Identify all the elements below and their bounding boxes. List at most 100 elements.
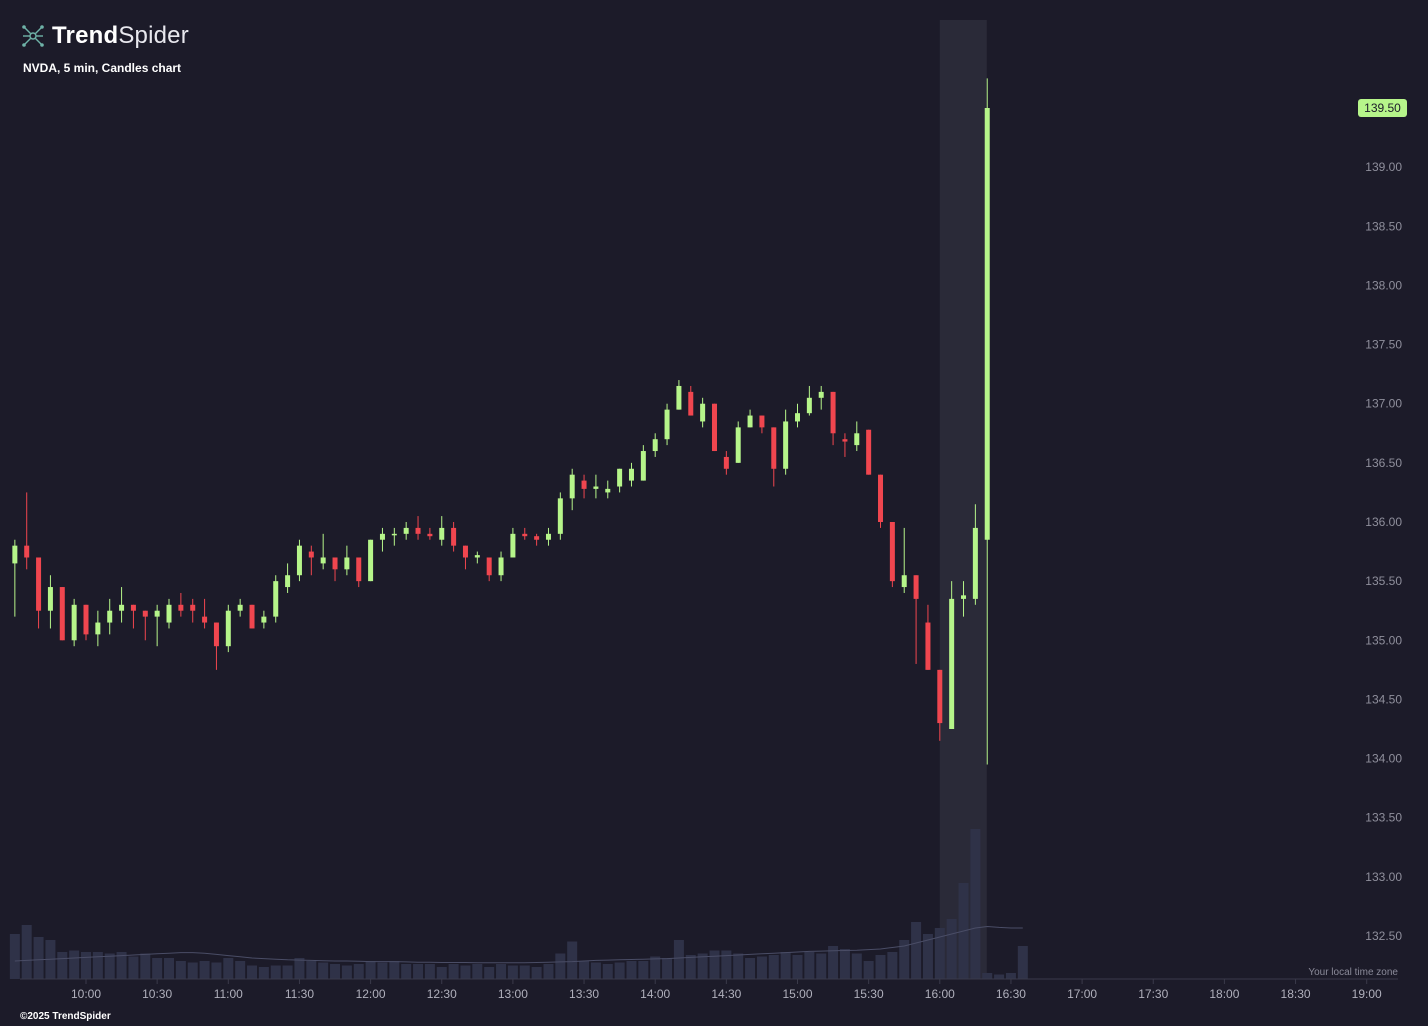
candle-body	[795, 413, 800, 422]
y-tick-label: 134.50	[1365, 692, 1402, 706]
candle-body	[735, 427, 741, 463]
volume-bar	[887, 952, 898, 979]
volume-bar	[662, 958, 673, 979]
candle-body	[273, 581, 279, 617]
volume-bar	[590, 962, 601, 979]
volume-bar	[235, 961, 246, 979]
candle-body	[889, 522, 895, 582]
volume-bar	[946, 919, 957, 979]
candle-body	[59, 587, 65, 641]
volume-bar	[175, 961, 186, 979]
volume-bar	[128, 956, 139, 979]
y-tick-label: 136.50	[1365, 456, 1402, 470]
candle-body	[652, 439, 658, 452]
volume-bar	[365, 961, 376, 979]
candle-body	[296, 545, 302, 576]
volume-bar	[341, 965, 352, 979]
y-tick-label: 133.50	[1365, 811, 1402, 825]
y-tick-label: 132.50	[1365, 929, 1402, 943]
candle-body	[581, 480, 587, 489]
last-price-tag: 139.50	[1358, 99, 1407, 117]
volume-bar	[152, 958, 163, 979]
volume-bar	[970, 829, 981, 979]
volume-bar	[140, 953, 151, 979]
candle-body	[984, 108, 990, 540]
candle-body	[569, 474, 575, 499]
candle-body	[664, 409, 670, 440]
x-tick-label: 18:30	[1281, 987, 1311, 1001]
y-tick-label: 133.00	[1365, 870, 1402, 884]
volume-bar	[389, 961, 400, 979]
candle-body	[36, 557, 42, 611]
volume-bar	[519, 965, 530, 979]
volume-bar	[21, 925, 32, 979]
candle-body	[190, 604, 196, 611]
candle-body	[202, 616, 208, 623]
candle-body	[24, 545, 30, 558]
x-tick-label: 12:30	[427, 987, 457, 1001]
candle-body	[439, 527, 445, 540]
volume-bar	[484, 967, 495, 979]
volume-bar	[81, 952, 91, 979]
y-tick-label: 134.00	[1365, 752, 1402, 766]
y-tick-label: 135.50	[1365, 574, 1402, 588]
volume-bar	[472, 964, 483, 979]
candle-body	[842, 439, 848, 442]
logo-text-light: Spider	[118, 22, 189, 49]
candle-body	[415, 527, 421, 534]
candle-body	[688, 391, 694, 416]
volume-bar	[792, 955, 803, 979]
volume-bar	[496, 964, 507, 979]
candle-body	[308, 551, 314, 558]
y-tick-label: 139.00	[1365, 160, 1402, 174]
candle-body	[225, 610, 231, 647]
volume-bar	[934, 928, 945, 979]
volume-bar	[638, 961, 649, 979]
volume-bar	[247, 965, 258, 979]
volume-bar	[270, 965, 281, 979]
volume-bar	[614, 962, 625, 979]
volume-bar	[330, 964, 341, 979]
x-tick-label: 10:30	[142, 987, 172, 1001]
volume-bar	[1017, 946, 1028, 979]
candle-body	[344, 557, 350, 570]
volume-bar	[318, 962, 329, 979]
volume-bar	[401, 964, 412, 979]
candle-body	[510, 533, 516, 558]
candle-body	[285, 575, 291, 588]
logo-text-bold: Trend	[52, 22, 119, 49]
candle-body	[71, 604, 77, 641]
volume-bar	[507, 965, 518, 979]
candle-body	[261, 616, 267, 623]
x-tick-label: 16:00	[925, 987, 955, 1001]
volume-bar	[282, 965, 293, 979]
volume-bar	[828, 946, 839, 979]
x-tick-label: 14:00	[640, 987, 670, 1001]
candle-body	[723, 456, 729, 469]
volume-bar	[448, 964, 459, 979]
volume-bar	[353, 964, 364, 979]
volume-bar	[531, 967, 542, 979]
candle-body	[901, 575, 907, 588]
candle-body	[83, 604, 89, 635]
candle-body	[972, 527, 978, 599]
after-hours-shade	[939, 20, 987, 979]
x-tick-label: 18:00	[1209, 987, 1239, 1001]
candle-body	[545, 533, 551, 540]
volume-bar	[9, 934, 20, 979]
volume-bar	[543, 964, 554, 979]
volume-bar	[851, 953, 862, 979]
candle-body	[806, 397, 812, 414]
volume-bar	[306, 961, 317, 979]
candle-body	[783, 421, 789, 469]
candle-body	[213, 622, 219, 647]
candle-body	[605, 488, 611, 493]
volume-bar	[57, 952, 68, 979]
x-tick-label: 17:30	[1138, 987, 1168, 1001]
candle-body	[676, 385, 682, 410]
volume-bar	[92, 952, 103, 979]
volume-bar	[863, 961, 874, 979]
volume-bar	[650, 956, 661, 979]
candle-body	[617, 468, 623, 487]
